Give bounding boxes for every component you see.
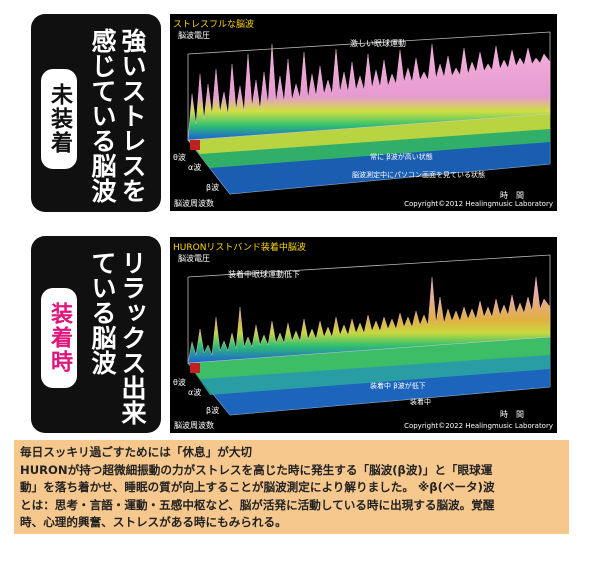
- axis-theta-worn: θ波: [173, 378, 186, 387]
- axis-beta-worn: β波: [206, 406, 220, 415]
- chart-title-worn: HURONリストバンド装着中脳波: [173, 243, 306, 253]
- chart-title-unworn: ストレスフルな脳波: [173, 20, 255, 30]
- axis-beta-unworn: β波: [206, 183, 220, 192]
- copyright-worn: Copyright©2022 Healingmusic Laboratory: [404, 422, 553, 430]
- eeg-surface-unworn: [187, 31, 551, 195]
- caption-heading: 毎日スッキリ過ごすためには「休息」が大切: [20, 445, 252, 459]
- caption-line-4: 時、心理的興奮、ストレスがある時にもみられる。: [20, 515, 287, 530]
- eeg-chart-unworn: ストレスフルな脳波 脳波電圧 激しい眼球運動 常に β波が高い状態 脳波測定中に…: [170, 14, 557, 211]
- description-unworn: 強いストレスを感じている脳波: [88, 28, 147, 203]
- caption-line-3: とは：思考・言語・運動・五感中枢など、脳が活発に活動している時に出現する脳波。覚…: [20, 497, 495, 512]
- axis-alpha-unworn: α波: [188, 163, 202, 172]
- eeg-chart-worn: HURONリストバンド装着中脳波 脳波電圧 装着中眼球運動低下 装着中 β波が低…: [170, 237, 557, 433]
- annotation-pc-screen: 脳波測定中にパソコン画面を見ている状態: [352, 171, 485, 179]
- axis-frequency-unworn: 脳波周波数: [174, 199, 214, 208]
- axis-voltage-unworn: 脳波電圧: [178, 31, 210, 40]
- badge-worn: 装着時: [41, 288, 77, 388]
- annotation-beta-high: 常に β波が高い状態: [370, 153, 433, 161]
- axis-theta-unworn: θ波: [173, 153, 186, 162]
- axis-voltage-worn: 脳波電圧: [178, 254, 210, 263]
- annotation-worn: 装着中: [410, 398, 431, 406]
- eeg-surface-worn: [187, 254, 551, 416]
- label-panel-worn: 装着時 リラックス出来ている脳波: [31, 236, 161, 433]
- description-worn: リラックス出来ている脳波: [88, 250, 147, 425]
- badge-unworn: 未装着: [41, 69, 77, 169]
- annotation-beta-low: 装着中 β波が低下: [370, 382, 426, 390]
- axis-time-worn: 時 間: [500, 410, 524, 419]
- axis-time-unworn: 時 間: [500, 191, 524, 200]
- badge-worn-text: 装着時: [47, 302, 72, 374]
- axis-alpha-worn: α波: [188, 388, 202, 397]
- annotation-eye-movement-worn: 装着中眼球運動低下: [228, 270, 300, 279]
- caption-box: 毎日スッキリ過ごすためには「休息」が大切 HURONが持つ超微細振動の力がストレ…: [14, 440, 569, 534]
- caption-line-1: HURONが持つ超微細振動の力がストレスを高じた時に発生する「脳波(β波)」と「…: [20, 462, 493, 477]
- annotation-eye-movement-unworn: 激しい眼球運動: [350, 39, 406, 48]
- badge-unworn-text: 未装着: [47, 83, 72, 155]
- caption-line-2: 動」を落ち着かせ、睡眠の質が向上することが脳波測定により解りました。 ※β(ベー…: [20, 480, 495, 495]
- axis-frequency-worn: 脳波周波数: [174, 421, 214, 430]
- label-panel-unworn: 未装着 強いストレスを感じている脳波: [31, 14, 161, 212]
- copyright-unworn: Copyright©2012 Healingmusic Laboratory: [404, 200, 553, 208]
